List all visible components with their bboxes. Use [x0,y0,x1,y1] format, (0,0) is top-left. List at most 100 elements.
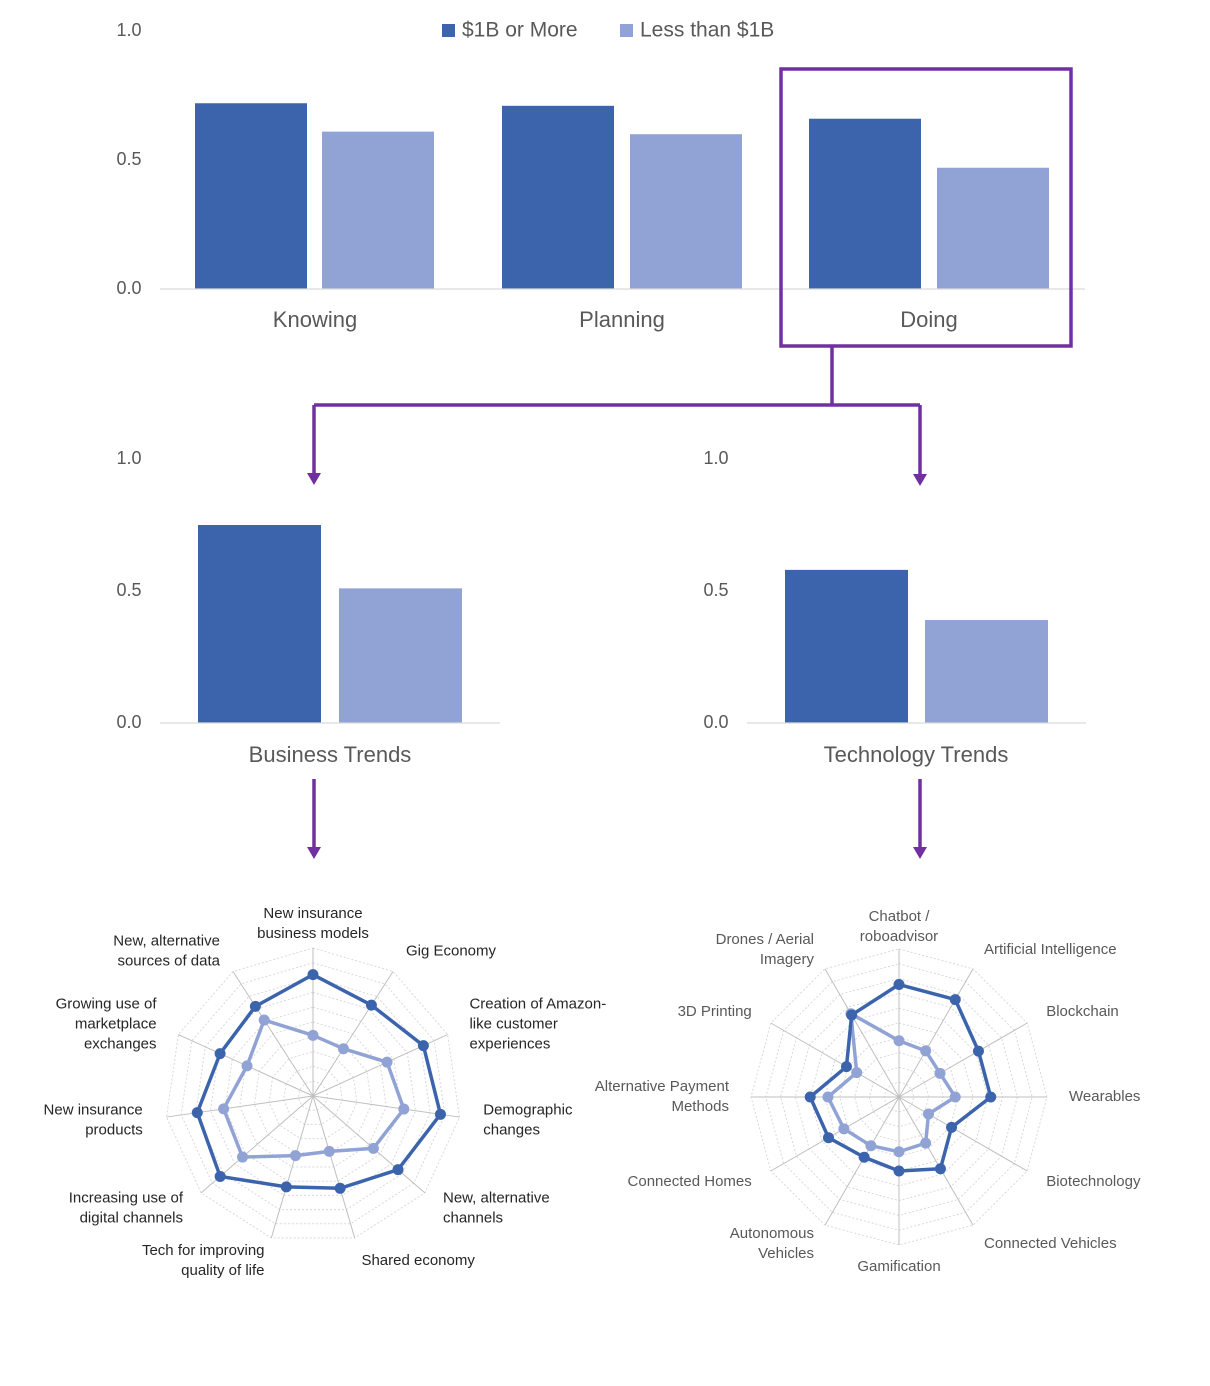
bar [925,620,1048,723]
y-tick-label: 1.0 [116,20,141,40]
arrow-to-technology-trends-head [913,474,927,486]
bar [502,105,614,289]
radar-point-large [280,1181,292,1193]
radar-axis-label: Creation of Amazon-like customer experien… [469,996,606,1053]
radar-axis-label: Chatbot / roboadvisor [860,908,938,945]
category-label: Knowing [273,307,357,332]
radar-grid-ring [283,1065,343,1125]
radar-grid-ring [268,1051,358,1140]
legend-label: $1B or More [462,19,578,42]
radar-axis-label: Biotechnology [1046,1173,1141,1190]
radar-point-large [858,1151,870,1163]
financial-distance-bar-chart: 0.0 0.5 1.0 Knowing Planning Doing [116,20,1085,332]
category-label: Planning [579,307,665,332]
radar-axis-label: Alternative Payment Methods [595,1078,730,1115]
radar-point-large [949,994,961,1006]
business-trends-bar-chart: 0.0 0.5 1.0 Business Trends [116,448,500,767]
technology-trends-radar-chart: Chatbot / roboadvisor Artificial Intellige… [595,908,1141,1275]
radar-point-small [307,1029,319,1041]
radar-point-small [323,1145,335,1157]
radar-axis-label: Shared economy [361,1252,475,1269]
radar-point-small [893,1035,905,1047]
radar-point-large [893,1165,905,1177]
radar-point-small [922,1108,934,1120]
radar-point-small [337,1043,349,1055]
radar-grid-ring [165,947,461,1239]
category-label: Doing [900,307,957,332]
radar-point-large [249,1000,261,1012]
radar-point-large [434,1108,446,1120]
legend-swatch [442,24,455,37]
radar-point-large [846,1009,858,1021]
bar [785,569,908,723]
radar-axis-label: Gig Economy [406,942,497,959]
radar-point-small [934,1067,946,1079]
radar-axis-label: Connected Vehicles [984,1235,1117,1252]
radar-line-small [221,1018,406,1159]
radar-point-small [920,1137,932,1149]
radar-spoke [312,1095,356,1239]
radar-point-small [920,1045,932,1057]
highlight-box [779,67,1073,348]
radar-point-large [972,1045,984,1057]
arrow-to-technology-radar-head [913,847,927,859]
radar-axis-label: Blockchain [1046,1003,1119,1020]
radar-axis-label: Drones / Aerial Imagery [716,931,815,968]
radar-point-small [822,1091,834,1103]
radar-line-large [808,982,993,1173]
bar [809,118,921,289]
radar-axis-label: Connected Homes [628,1173,752,1190]
radar-point-small [237,1151,249,1163]
radar-axis-label: Artificial Intelligence [984,941,1117,958]
radar-point-large [307,969,319,981]
radar-grid-ring [180,962,446,1225]
radar-point-small [398,1103,410,1115]
legend-label: Less than $1B [640,19,774,42]
radar-point-large [985,1091,997,1103]
radar-axis-label: Demographic changes [483,1101,573,1138]
radar-grid-ring [209,991,417,1196]
bar [339,588,462,723]
radar-line-large [195,972,443,1191]
bar [198,525,321,723]
y-tick-label: 0.5 [116,580,141,600]
radar-point-large [840,1061,852,1073]
radar-axis-label: Gamification [857,1258,940,1275]
radar-point-small [893,1146,905,1158]
radar-spoke [270,1095,314,1239]
radar-axis-label: New, alternative channels [443,1190,550,1227]
technology-trends-bar-chart: 0.0 0.5 1.0 Technology Trends [703,448,1086,767]
bar [322,131,434,289]
radar-point-large [365,999,377,1011]
y-tick-label: 0.5 [116,149,141,169]
radar-spoke [312,1095,426,1194]
arrow-to-business-radar-head [307,847,321,859]
radar-point-large [804,1091,816,1103]
radar-grid-ring [297,1080,329,1111]
radar-point-large [417,1040,429,1052]
drilldown-connectors [307,67,1073,859]
y-tick-label: 1.0 [703,448,728,468]
radar-point-small [851,1067,863,1079]
radar-axis-label: Autonomous Vehicles [730,1225,814,1262]
radar-point-small [865,1140,877,1152]
radar-point-large [893,979,905,991]
radar-axis-label: New insurance business models [257,905,369,942]
radar-point-large [934,1163,946,1175]
radar-spoke [824,968,900,1098]
radar-point-small [838,1123,850,1135]
radar-spoke [312,971,394,1097]
category-label: Business Trends [249,742,412,767]
radar-axis-label: Increasing use of digital channels [69,1190,184,1227]
bar [630,134,742,289]
radar-point-small [289,1150,301,1162]
radar-axis-label: Growing use of marketplace exchanges [56,996,158,1053]
radar-grid-ring [253,1036,373,1154]
radar-spoke [898,1096,974,1226]
radar-point-large [191,1107,203,1119]
y-tick-label: 0.0 [116,712,141,732]
radar-spoke [898,968,974,1098]
legend-swatch [620,24,633,37]
radar-point-large [946,1121,958,1133]
y-tick-label: 0.0 [116,278,141,298]
